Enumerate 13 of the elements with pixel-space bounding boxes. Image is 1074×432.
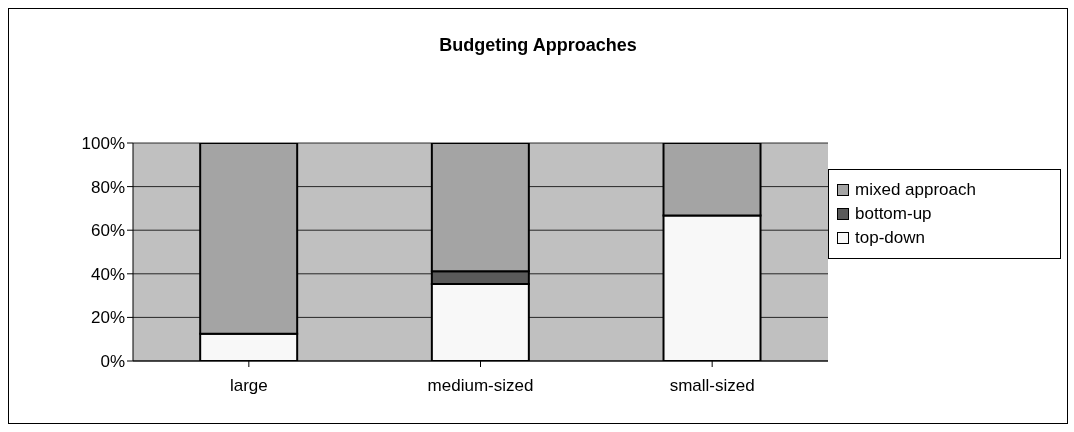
y-tick-label: 0% (100, 352, 125, 372)
y-tick-label: 20% (90, 308, 125, 328)
legend-label: mixed approach (855, 180, 976, 200)
x-tick-label: medium-sized (427, 376, 534, 396)
y-tick-label: 100% (81, 134, 125, 154)
y-tick-label: 40% (90, 264, 125, 284)
y-tick-label: 80% (90, 177, 125, 197)
x-tick-label: small-sized (669, 376, 755, 396)
legend-label: top-down (855, 228, 925, 248)
legend-label: bottom-up (855, 204, 932, 224)
y-tick-label: 60% (90, 221, 125, 241)
chart-title: Budgeting Approaches (438, 35, 638, 56)
x-tick-label: large (229, 376, 268, 396)
